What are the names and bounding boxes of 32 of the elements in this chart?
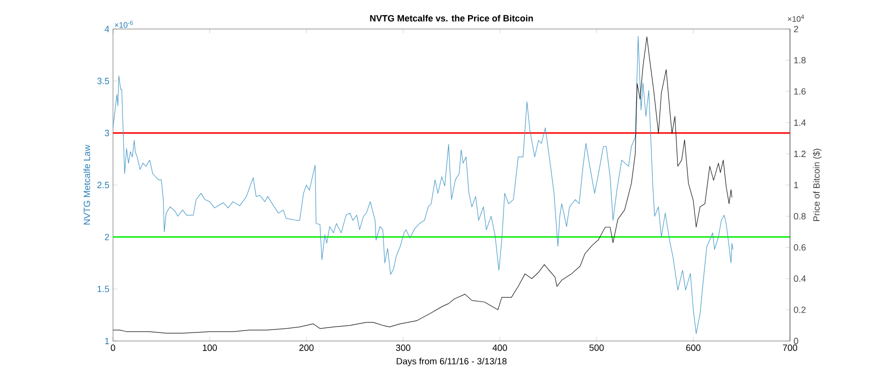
text: ×10$^{-6}$: [114, 20, 133, 28]
x-tick-label: 600: [686, 344, 700, 351]
y2-tick-label: 1.6: [794, 88, 806, 95]
y-tick-label: 1.5: [98, 286, 110, 292]
y2-tick-label: 1.8: [794, 57, 806, 64]
y-tick-label: 4: [104, 26, 110, 32]
y2-axis-title: Price of Bitcoin ($): [812, 148, 822, 222]
x-tick-label: 500: [589, 344, 604, 351]
x-tick-label: 300: [396, 344, 410, 351]
chart-title: NVTG Metcalfe vs. the Price of Bitcoin: [370, 14, 533, 22]
y-tick-label: 2.5: [97, 182, 110, 188]
x-tick-label: 400: [492, 344, 508, 351]
y2-tick-label: 0: [794, 338, 798, 344]
y2-tick-label: 1.4: [794, 120, 806, 126]
y2-tick-label: 1.2: [794, 150, 806, 157]
x-tick-label: 700: [782, 344, 798, 351]
text: ×10$^{4}$: [788, 14, 804, 22]
y-tick-label: 3.5: [97, 78, 110, 84]
y2-tick-label: 2: [794, 26, 798, 32]
y2-tick-label: 1: [794, 182, 798, 188]
y2-tick-label: 0.4: [794, 275, 806, 282]
x-tick-label: 200: [299, 344, 314, 351]
x-tick-label: 0: [110, 344, 116, 351]
x-tick-label: 100: [202, 344, 217, 351]
y2-tick-label: 0.8: [794, 213, 806, 220]
y-axis-title: NVTG Metcalfe Law: [83, 144, 90, 225]
y2-tick-label: 0.6: [794, 244, 806, 251]
y-tick-label: 3: [104, 130, 110, 136]
y2-tick-label: 0.2: [794, 306, 806, 313]
y-tick-label: 1: [105, 338, 110, 344]
x-axis-title: Days from 6/11/16 - 3/13/18: [396, 358, 507, 366]
y-tick-label: 2: [104, 234, 110, 240]
